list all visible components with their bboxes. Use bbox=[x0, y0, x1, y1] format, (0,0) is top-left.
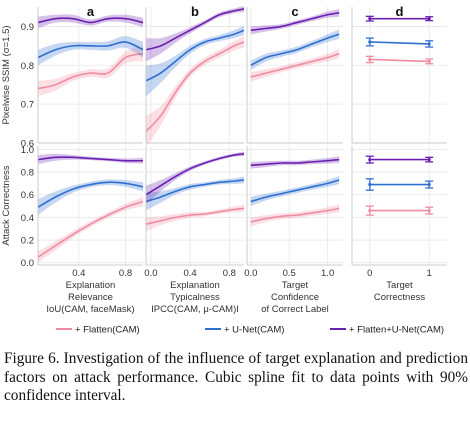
data-point bbox=[427, 17, 431, 21]
series-line bbox=[145, 179, 245, 203]
data-point bbox=[368, 40, 372, 44]
panel-label: a bbox=[87, 4, 95, 19]
data-point bbox=[368, 209, 372, 213]
y-tick-label: 0.4 bbox=[21, 213, 34, 224]
figure-caption: Figure 6. Investigation of the influence … bbox=[4, 350, 468, 406]
plot-area bbox=[352, 7, 447, 143]
y-tick-label: 0.7 bbox=[21, 100, 34, 111]
column-x-label: Target bbox=[386, 280, 413, 291]
series-line bbox=[145, 153, 245, 196]
data-point bbox=[368, 17, 372, 21]
confidence-band bbox=[38, 179, 143, 216]
series-line bbox=[250, 52, 340, 78]
series-line bbox=[37, 181, 144, 208]
series-line bbox=[145, 8, 245, 51]
column-x-label: Typicalness bbox=[170, 292, 220, 303]
y-tick-label: 0.6 bbox=[21, 190, 34, 201]
data-point bbox=[427, 158, 431, 162]
panel-c-row2: 0.0 0.5 1.0 bbox=[244, 146, 343, 279]
panel-a-row1: 0.6 0.7 0.8 0.9 bbox=[21, 7, 144, 150]
data-point bbox=[368, 158, 372, 162]
caption-text: Investigation of the influence of target… bbox=[4, 350, 468, 405]
data-point bbox=[427, 182, 431, 187]
x-tick-label: 1 bbox=[427, 268, 432, 279]
y-tick-label: 0.0 bbox=[21, 258, 34, 269]
data-point bbox=[368, 182, 372, 187]
series-line bbox=[369, 41, 430, 45]
x-tick-label: 1.0 bbox=[321, 268, 334, 279]
column-x-label: Explanation bbox=[66, 280, 116, 291]
series-line bbox=[250, 158, 340, 167]
plot-area bbox=[146, 7, 244, 143]
y-tick-label: 1.0 bbox=[21, 145, 34, 156]
column-x-label: Confidence bbox=[271, 292, 319, 303]
series-line bbox=[369, 58, 430, 63]
series-line bbox=[145, 207, 245, 225]
confidence-band bbox=[38, 197, 143, 263]
panel-label: d bbox=[396, 4, 404, 19]
row-y-label: Attack Correctness bbox=[1, 165, 12, 245]
column-x-label: IPCC(CAM, μ-CAM)I bbox=[151, 304, 239, 315]
legend-label: + Flatten(CAM) bbox=[75, 325, 140, 336]
series-line bbox=[250, 33, 340, 67]
panel-label: b bbox=[191, 4, 199, 19]
series-line bbox=[37, 52, 144, 90]
column-x-label: Relevance bbox=[68, 292, 113, 303]
series-line bbox=[37, 17, 144, 24]
panel-a-row2: 0.0 0.2 0.4 0.6 0.8 1.0 0.4 0.8 bbox=[21, 145, 144, 279]
y-tick-label: 0.8 bbox=[21, 168, 34, 179]
y-tick-label: 0.9 bbox=[21, 22, 34, 33]
series-line bbox=[37, 200, 144, 258]
series-line bbox=[145, 41, 245, 132]
series-line bbox=[145, 29, 245, 82]
panel-label: c bbox=[291, 4, 298, 19]
panel-b-row2: 0.0 0.4 0.8 bbox=[144, 146, 245, 279]
column-x-label: Target bbox=[282, 280, 309, 291]
column-x-label: IoU(CAM, faceMask) bbox=[46, 304, 134, 315]
plot-area bbox=[247, 146, 343, 265]
confidence-band bbox=[38, 45, 143, 97]
x-tick-label: 0.0 bbox=[144, 268, 157, 279]
data-point bbox=[427, 59, 431, 64]
x-tick-label: 0.4 bbox=[72, 268, 85, 279]
y-tick-label: 0.2 bbox=[21, 236, 34, 247]
data-point bbox=[427, 42, 431, 46]
data-point bbox=[427, 209, 431, 213]
column-x-label: of Correct Label bbox=[261, 304, 329, 315]
series-line bbox=[250, 207, 340, 223]
confidence-band bbox=[146, 25, 244, 97]
caption-label: Figure 6. bbox=[4, 350, 60, 367]
figure-6-chart: 0.60.70.80.90.00.20.40.60.81.00.4 0.8 0.0 0… bbox=[1, 4, 447, 336]
confidence-band bbox=[146, 36, 244, 147]
data-point bbox=[368, 57, 372, 62]
row-y-label: Pixelwise SSIM (σ=1.5) bbox=[1, 25, 12, 124]
panel-c-row1 bbox=[246, 7, 343, 144]
column-x-label: Explanation bbox=[170, 280, 220, 291]
series-line bbox=[250, 179, 340, 203]
x-tick-label: 0.5 bbox=[283, 268, 296, 279]
column-x-label: Correctness bbox=[374, 292, 425, 303]
legend-label: + Flatten+U-Net(CAM) bbox=[349, 325, 444, 336]
y-tick-label: 0.6 bbox=[21, 139, 34, 150]
legend-label: + U-Net(CAM) bbox=[224, 325, 284, 336]
x-tick-label: 0.8 bbox=[223, 268, 236, 279]
confidence-band bbox=[146, 176, 244, 211]
plot-area bbox=[247, 7, 343, 143]
x-tick-label: 0.8 bbox=[119, 268, 132, 279]
y-tick-label: 0.8 bbox=[21, 61, 34, 72]
panel-d-row1 bbox=[351, 7, 447, 144]
panel-b-row1 bbox=[145, 5, 245, 147]
x-tick-label: 0.4 bbox=[183, 268, 196, 279]
series-line bbox=[250, 12, 340, 32]
x-tick-label: 0.0 bbox=[244, 268, 257, 279]
series-line bbox=[37, 156, 144, 162]
series-line bbox=[37, 41, 144, 59]
x-tick-label: 0 bbox=[367, 268, 372, 279]
